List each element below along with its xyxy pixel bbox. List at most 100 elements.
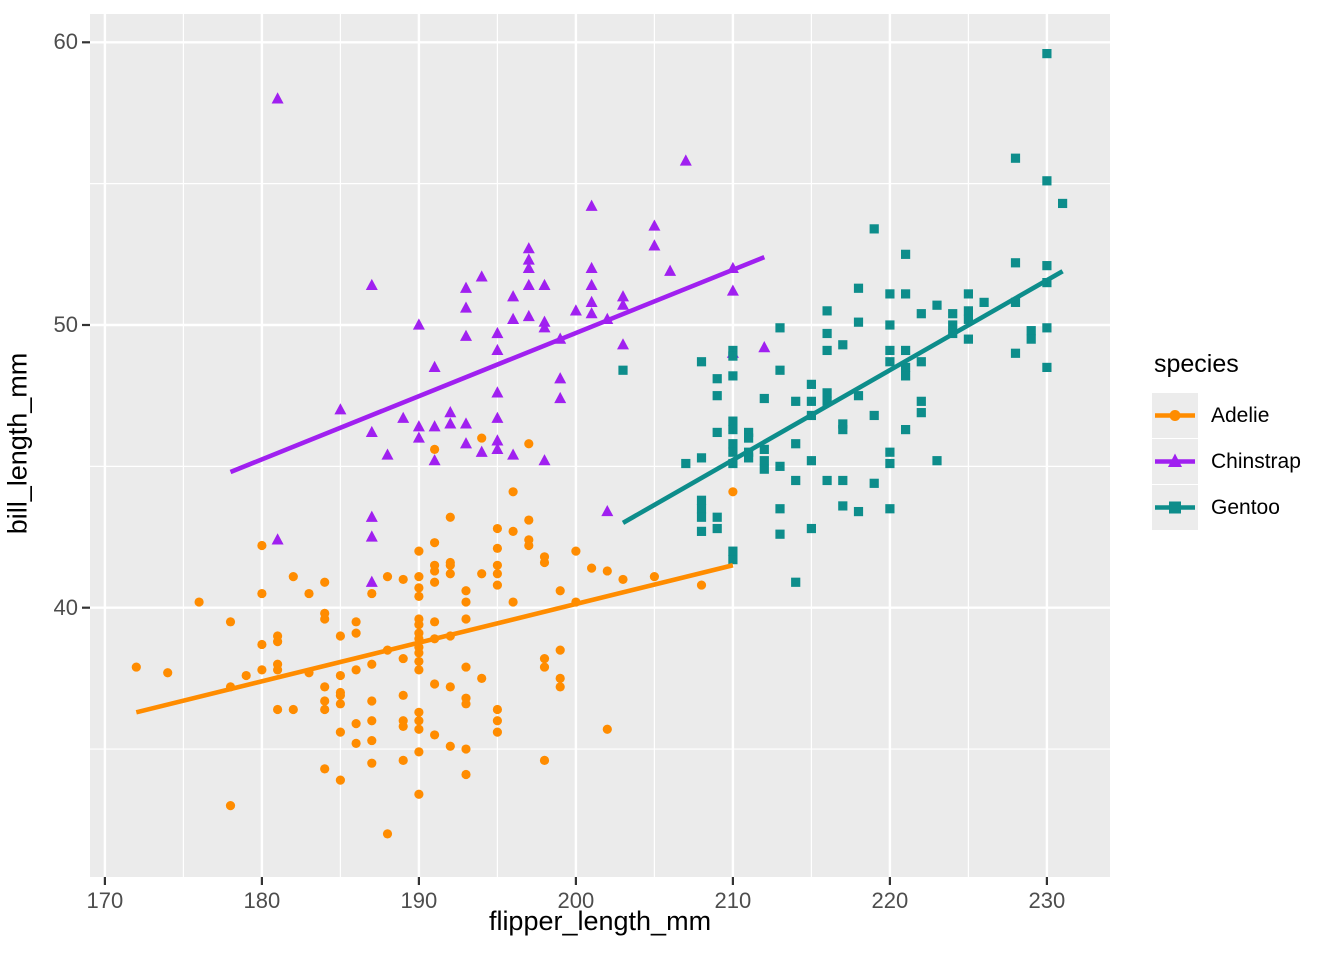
gentoo-data-point <box>885 320 895 330</box>
chinstrap-data-point <box>365 575 378 587</box>
chinstrap-data-point <box>460 329 472 341</box>
adelie-data-point <box>414 583 424 593</box>
chinstrap-data-point <box>491 434 504 446</box>
gentoo-data-point <box>696 512 707 522</box>
gentoo-data-point <box>822 388 832 398</box>
gentoo-data-point <box>728 546 738 556</box>
gentoo-data-point <box>759 456 769 466</box>
chinstrap-data-point <box>491 442 504 454</box>
chinstrap-data-point <box>554 372 567 384</box>
gentoo-data-point <box>1026 334 1036 344</box>
adelie-data-point <box>555 645 565 655</box>
legend-label-chinstrap: Chinstrap <box>1211 449 1301 473</box>
gentoo-data-point <box>744 427 754 438</box>
gentoo-data-point <box>979 297 989 307</box>
gentoo-data-point <box>1058 198 1068 209</box>
adelie-data-point <box>508 597 518 607</box>
adelie-data-point <box>618 574 628 585</box>
legend-label-adelie: Adelie <box>1211 403 1270 427</box>
adelie-data-point <box>335 727 345 737</box>
gentoo-data-point <box>853 506 864 517</box>
adelie-data-point <box>414 656 424 667</box>
x-tick-label: 210 <box>714 888 752 913</box>
adelie-data-point <box>649 572 660 582</box>
adelie-data-point <box>414 648 424 658</box>
adelie-data-point <box>461 614 471 624</box>
gentoo-data-point <box>744 433 754 443</box>
chinstrap-data-point <box>428 360 441 373</box>
gentoo-data-point <box>1042 261 1052 271</box>
adelie-data-point <box>539 755 550 765</box>
gentoo-trend-line <box>621 269 1064 525</box>
adelie-data-point <box>524 515 534 525</box>
gentoo-data-point <box>791 396 801 406</box>
gentoo-data-point <box>853 283 864 293</box>
gentoo-data-point <box>696 526 707 536</box>
y-tick-label: 40 <box>53 594 78 620</box>
chinstrap-data-point <box>507 448 520 460</box>
gentoo-data-point <box>728 424 738 435</box>
chinstrap-data-point <box>507 290 520 302</box>
gentoo-data-point <box>822 306 832 316</box>
adelie-data-point <box>351 719 361 729</box>
chinstrap-data-point <box>460 437 472 449</box>
chinstrap-data-point <box>334 403 347 415</box>
chinstrap-data-point <box>679 154 692 166</box>
chinstrap-data-point <box>538 278 551 291</box>
gentoo-data-point <box>806 456 816 466</box>
gentoo-data-point <box>916 396 926 406</box>
chinstrap-data-point <box>460 301 472 313</box>
adelie-data-point <box>335 631 345 641</box>
adelie-data-point <box>288 572 298 582</box>
chinstrap-data-point <box>412 420 425 432</box>
gentoo-data-point <box>885 345 895 356</box>
adelie-data-point <box>430 577 440 587</box>
chinstrap-data-point <box>365 278 378 291</box>
adelie-data-point <box>414 789 424 799</box>
adelie-data-point <box>461 699 471 709</box>
chinstrap-data-point <box>460 281 472 293</box>
gentoo-data-point <box>728 439 738 449</box>
adelie-data-point <box>304 588 314 599</box>
adelie-data-point <box>430 566 440 576</box>
adelie-data-point <box>445 741 455 751</box>
adelie-data-point <box>273 665 283 675</box>
chinstrap-data-point <box>491 326 504 339</box>
adelie-data-point <box>320 577 330 587</box>
gentoo-data-point <box>822 345 832 356</box>
adelie-data-point <box>194 597 204 607</box>
chinstrap-data-point <box>444 417 457 429</box>
gentoo-data-point <box>901 345 911 356</box>
adelie-data-point <box>320 696 330 706</box>
chinstrap-data-point <box>758 341 771 353</box>
adelie-data-point <box>461 597 471 607</box>
adelie-data-point <box>398 690 408 700</box>
gentoo-data-point <box>1010 297 1021 307</box>
gentoo-data-point <box>1026 326 1036 336</box>
adelie-data-point <box>461 662 471 672</box>
adelie-data-point <box>257 665 267 675</box>
adelie-data-point <box>335 699 345 709</box>
gentoo-data-point <box>885 289 895 299</box>
adelie-data-point <box>257 540 267 551</box>
gentoo-data-point <box>728 458 738 469</box>
gentoo-data-point <box>775 461 785 471</box>
gentoo-data-point <box>963 314 973 324</box>
gentoo-data-point <box>775 504 785 514</box>
gentoo-data-point <box>728 351 738 361</box>
gentoo-data-point <box>1042 49 1052 59</box>
gentoo-data-point <box>791 475 801 486</box>
chinstrap-data-point <box>365 530 378 542</box>
gentoo-data-point <box>916 357 926 367</box>
x-tick-label: 200 <box>557 888 595 913</box>
gentoo-data-point <box>901 371 911 381</box>
adelie-data-point <box>430 617 440 627</box>
adelie-data-point <box>571 546 581 556</box>
gentoo-data-point <box>791 577 801 587</box>
gentoo-data-point <box>728 555 738 565</box>
chinstrap-data-point <box>522 278 535 291</box>
adelie-data-point <box>524 540 534 551</box>
adelie-data-point <box>445 512 455 522</box>
